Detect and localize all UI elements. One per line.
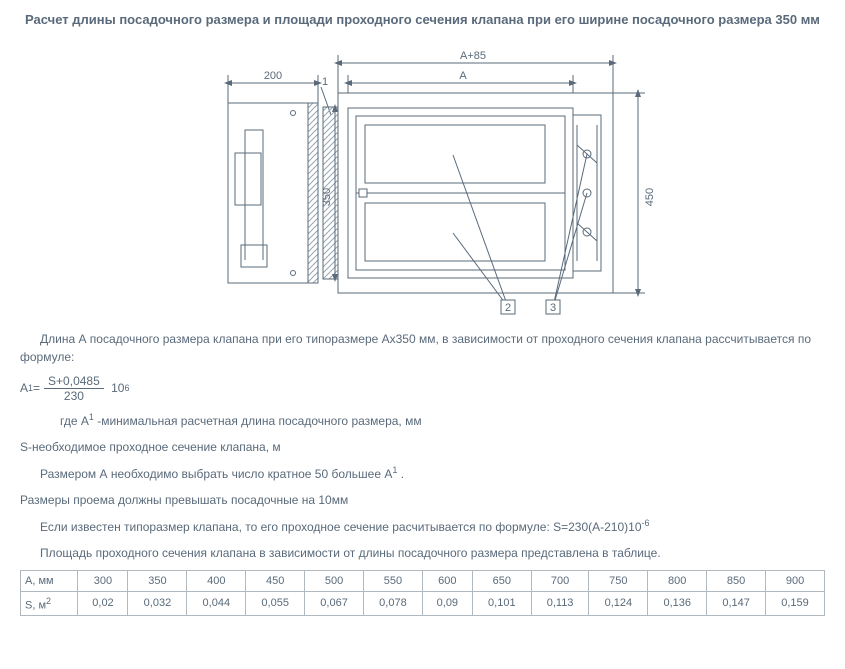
table-cell: 350 [128, 570, 187, 591]
table-cell: 450 [246, 570, 305, 591]
table-cell: 0,055 [246, 591, 305, 616]
dim-200: 200 [263, 70, 281, 82]
table-cell: 0,101 [472, 591, 531, 616]
table-row: S, м2 0,02 0,032 0,044 0,055 0,067 0,078… [21, 591, 825, 616]
para-2: где А1 -минимальная расчетная длина поса… [20, 411, 825, 430]
dim-350: 350 [321, 187, 333, 205]
table-cell: 0,044 [187, 591, 246, 616]
table-cell: 0,032 [128, 591, 187, 616]
table-cell: 0,124 [589, 591, 648, 616]
valve-diagram: А+85 А 200 1 450 35 [173, 45, 673, 315]
para-3: Размером А необходимо выбрать число крат… [20, 464, 825, 483]
table-cell: 600 [422, 570, 472, 591]
dim-a: А [459, 70, 467, 82]
table-cell: 0,02 [78, 591, 128, 616]
data-table: А, мм 300 350 400 450 500 550 600 650 70… [20, 570, 825, 617]
formula-a1: А1= S+0,0485 230 106 [20, 374, 825, 403]
para-5: Площадь проходного сечения клапана в зав… [20, 544, 825, 562]
table-cell: 0,147 [707, 591, 766, 616]
table-cell: 0,078 [363, 591, 422, 616]
table-cell: 650 [472, 570, 531, 591]
para-4: Если известен типоразмер клапана, то его… [20, 517, 825, 536]
callout-2: 2 [504, 302, 510, 314]
table-cell: 750 [589, 570, 648, 591]
table-cell: 400 [187, 570, 246, 591]
callout-3: 3 [549, 302, 555, 314]
para-2b: S-необходимое проходное сечение клапана,… [20, 438, 825, 456]
table-cell: 300 [78, 570, 128, 591]
table-cell: 700 [531, 570, 589, 591]
para-1: Длина А посадочного размера клапана при … [20, 330, 825, 366]
table-cell: 550 [363, 570, 422, 591]
table-cell: 0,136 [648, 591, 707, 616]
table-cell: 0,067 [305, 591, 364, 616]
table-cell: 0,159 [766, 591, 825, 616]
table-cell: 0,113 [531, 591, 589, 616]
dim-a85: А+85 [460, 50, 486, 62]
table-cell: 800 [648, 570, 707, 591]
table-cell: 900 [766, 570, 825, 591]
table-cell: 500 [305, 570, 364, 591]
row-header-a: А, мм [21, 570, 78, 591]
page-title: Расчет длины посадочного размера и площа… [20, 10, 825, 30]
para-3b: Размеры проема должны превышать посадочн… [20, 491, 825, 509]
row-header-s: S, м2 [21, 591, 78, 616]
table-cell: 0,09 [422, 591, 472, 616]
table-cell: 850 [707, 570, 766, 591]
dim-450: 450 [644, 187, 656, 205]
callout-1: 1 [321, 76, 327, 88]
table-row: А, мм 300 350 400 450 500 550 600 650 70… [21, 570, 825, 591]
